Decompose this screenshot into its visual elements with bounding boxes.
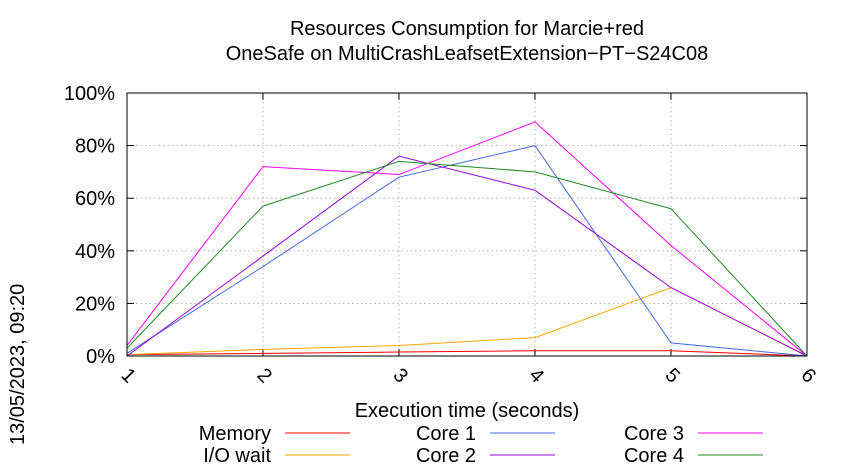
legend-label: Core 3 <box>624 423 684 445</box>
plot-frame <box>126 92 808 357</box>
series-line-core-4 <box>126 160 808 357</box>
y-tick-label: 60% <box>75 188 115 210</box>
x-axis: 1 2 3 4 5 6 <box>117 93 820 387</box>
series-line-core-2 <box>126 155 808 357</box>
x-tick-label: 4 <box>525 364 548 387</box>
x-tick-label: 6 <box>797 364 820 387</box>
x-axis-label: Execution time (seconds) <box>355 400 580 422</box>
legend-label: I/O wait <box>203 445 271 467</box>
series-line-core-3 <box>126 121 808 357</box>
y-tick-label: 100% <box>64 83 115 105</box>
timestamp-label: 13/05/2023, 09:20 <box>7 283 29 445</box>
chart-title-line-1: Resources Consumption for Marcie+red <box>289 18 645 40</box>
y-tick-label: 20% <box>75 293 115 315</box>
y-tick-label: 40% <box>75 241 115 263</box>
y-tick-label: 0% <box>86 346 115 368</box>
x-tick-label: 2 <box>253 364 276 387</box>
x-tick-label: 5 <box>661 364 684 387</box>
chart-title-line-2: OneSafe on MultiCrashLeafsetExtension−PT… <box>225 43 709 65</box>
y-axis: 0% 20% 40% 60% 80% 100% <box>64 83 807 368</box>
legend-label: Memory <box>199 423 271 445</box>
x-tick-label: 3 <box>389 364 412 387</box>
legend-label: Core 1 <box>416 423 476 445</box>
series-line-core-1 <box>126 145 808 357</box>
legend-label: Core 4 <box>624 445 684 467</box>
x-tick-label: 1 <box>117 364 140 387</box>
grid-lines <box>126 92 808 357</box>
series-lines <box>126 121 808 357</box>
series-line-memory <box>126 350 808 357</box>
legend-label: Core 2 <box>416 445 476 467</box>
y-tick-label: 80% <box>75 136 115 158</box>
